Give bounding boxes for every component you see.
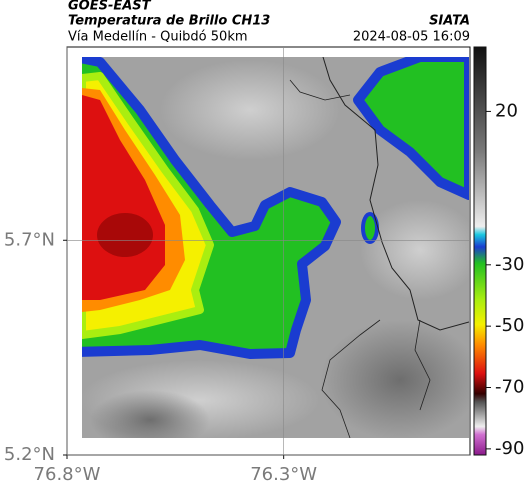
colorbar-tick-label: -70 (495, 377, 524, 398)
source-label: SIATA (429, 14, 470, 29)
colorbar-tick-label: 20 (495, 100, 518, 121)
datetime-label: 2024-08-05 16:09 (353, 30, 470, 45)
x-tick-label: 76.3°W (250, 464, 317, 485)
product-title: Temperatura de Brillo CH13 (68, 14, 270, 29)
colorbar-tick-label: -50 (495, 315, 524, 336)
y-tick-label: 5.7°N (4, 229, 55, 250)
y-tick-label: 5.2°N (4, 444, 55, 465)
colorbar (473, 46, 487, 456)
satellite-label: GOES-EAST (68, 0, 152, 14)
x-tick-label: 76.8°W (34, 464, 101, 485)
colorbar-tick-label: -30 (495, 254, 524, 275)
satellite-image (82, 57, 469, 438)
region-label: Vía Medellín - Quibdó 50km (68, 30, 248, 45)
colorbar-tick-label: -90 (495, 438, 524, 459)
